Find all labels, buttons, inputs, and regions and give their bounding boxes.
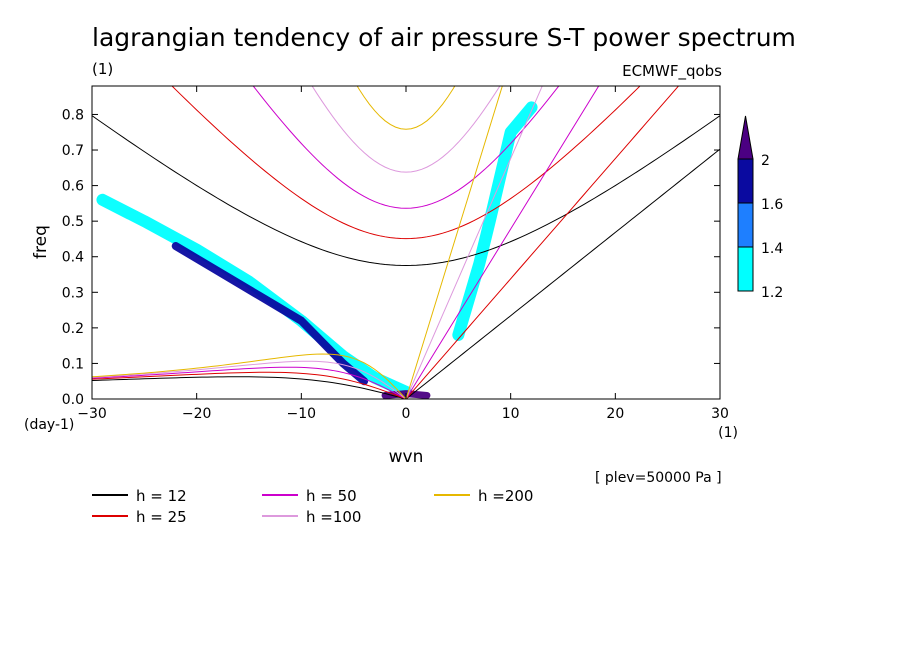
gravity-curve — [252, 86, 560, 209]
x-tick-label: 20 — [606, 406, 624, 422]
y-tick-label: 0.4 — [62, 250, 84, 266]
spectrum-contours — [96, 101, 538, 399]
colorbar-label: 1.4 — [761, 241, 783, 257]
y-tick-label: 0.6 — [62, 179, 84, 195]
contour-eastward-band — [452, 101, 538, 341]
colorbar-label: 1.6 — [761, 197, 783, 213]
colorbar-label: 2 — [761, 153, 770, 169]
x-tick-label: −10 — [287, 406, 317, 422]
y-tick-label: 0.7 — [62, 143, 84, 159]
rossby-curve — [92, 371, 407, 399]
legend-label: h =100 — [306, 508, 361, 526]
legend-label: h = 25 — [136, 508, 187, 526]
legend-label: h =200 — [478, 487, 533, 505]
gravity-curve — [356, 86, 456, 130]
kelvin-curve — [405, 86, 503, 399]
x-tick-label: −20 — [182, 406, 212, 422]
x-axis: −30 −20 −10 0 10 20 30 — [77, 86, 729, 422]
y-tick-label: 0.2 — [62, 321, 84, 337]
colorbar-swatch — [737, 158, 754, 204]
y-tick-label: 0.0 — [62, 392, 84, 408]
y-tick-label: 0.1 — [62, 356, 84, 372]
colorbar-swatch — [737, 202, 754, 248]
legend-label: h = 12 — [136, 487, 187, 505]
dispersion-curves — [92, 86, 720, 399]
legend: h = 12 h = 25 h = 50 h =100 h =200 — [92, 487, 533, 526]
contour-westward-band-core — [171, 242, 369, 386]
y-axis-label: freq — [31, 225, 51, 259]
colorbar-label: 1.2 — [761, 285, 783, 301]
rossby-curve — [92, 366, 407, 399]
kelvin-curve — [405, 86, 680, 399]
colorbar: 1.2 1.4 1.6 2 — [737, 115, 783, 301]
x-tick-label: 10 — [502, 406, 520, 422]
y-tick-label: 0.3 — [62, 285, 84, 301]
gravity-curve — [311, 86, 501, 173]
colorbar-swatch — [737, 246, 754, 292]
kelvin-curve — [405, 86, 543, 399]
chart-title: lagrangian tendency of air pressure S-T … — [92, 23, 796, 52]
x-tick-label: 30 — [711, 406, 729, 422]
x-tick-label: 0 — [402, 406, 411, 422]
dataset-label: ECMWF_qobs — [622, 62, 722, 81]
gravity-curve — [92, 115, 720, 266]
rossby-curve — [92, 376, 407, 399]
y-tick-label: 0.5 — [62, 214, 84, 230]
y-axis: 0.0 0.1 0.2 0.3 0.4 0.5 0.6 0.7 0.8 — [62, 107, 720, 408]
legend-label: h = 50 — [306, 487, 357, 505]
kelvin-curve — [405, 86, 600, 399]
rossby-curve — [92, 360, 407, 399]
gravity-curve — [171, 86, 641, 240]
colorbar-top-triangle — [737, 115, 754, 160]
x-tick-label: −30 — [77, 406, 107, 422]
x-axis-label: wvn — [389, 447, 424, 467]
y-units-label: (day-1) — [24, 417, 74, 433]
kelvin-curve — [405, 148, 720, 399]
plev-note: [ plev=50000 Pa ] — [595, 470, 722, 486]
x-units-label: (1) — [718, 425, 738, 441]
rossby-curve — [92, 353, 407, 399]
chart-units-label: (1) — [92, 60, 113, 78]
y-tick-label: 0.8 — [62, 107, 84, 123]
